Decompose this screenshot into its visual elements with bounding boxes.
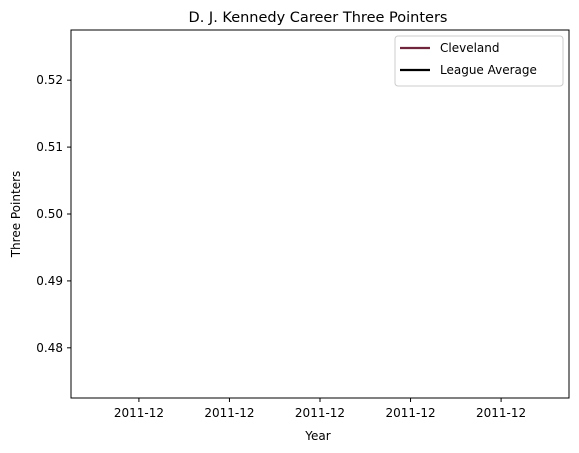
x-tick-label: 2011-12 [295,406,345,420]
legend-label: League Average [440,63,537,77]
x-tick-label: 2011-12 [476,406,526,420]
y-tick-label: 0.52 [36,73,63,87]
x-tick-label: 2011-12 [385,406,435,420]
y-tick-label: 0.48 [36,341,63,355]
x-tick-label: 2011-12 [114,406,164,420]
legend-label: Cleveland [440,41,500,55]
x-axis: 2011-12 2011-12 2011-12 2011-12 2011-12 [114,398,526,420]
y-tick-label: 0.50 [36,207,63,221]
legend: Cleveland League Average [394,35,564,87]
y-axis-label: Three Pointers [9,171,23,259]
y-tick-label: 0.49 [36,274,63,288]
y-tick-label: 0.51 [36,140,63,154]
y-axis: 0.48 0.49 0.50 0.51 0.52 [36,73,71,355]
chart-title: D. J. Kennedy Career Three Pointers [189,10,448,26]
legend-box [394,35,564,87]
plot-area [70,29,570,399]
x-axis-label: Year [304,429,330,443]
x-tick-label: 2011-12 [204,406,254,420]
